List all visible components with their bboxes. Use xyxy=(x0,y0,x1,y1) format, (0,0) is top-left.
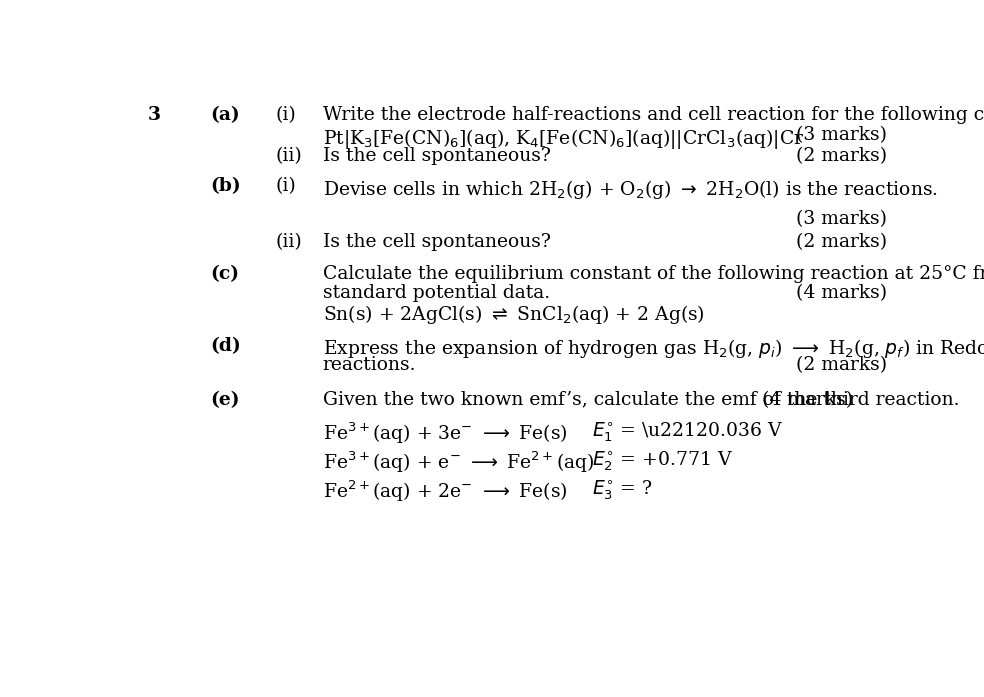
Text: (3 marks): (3 marks) xyxy=(796,127,887,144)
Text: (ii): (ii) xyxy=(276,147,302,165)
Text: Given the two known emf’s, calculate the emf of the third reaction.: Given the two known emf’s, calculate the… xyxy=(323,390,959,408)
Text: Sn(s) + 2AgCl(s) $\rightleftharpoons$ SnCl$_2$(aq) + 2 Ag(s): Sn(s) + 2AgCl(s) $\rightleftharpoons$ Sn… xyxy=(323,302,705,325)
Text: Devise cells in which 2H$_2$(g) + O$_2$(g) $\rightarrow$ 2H$_2$O(l) is the react: Devise cells in which 2H$_2$(g) + O$_2$(… xyxy=(323,178,938,201)
Text: Calculate the equilibrium constant of the following reaction at 25°C from: Calculate the equilibrium constant of th… xyxy=(323,265,984,283)
Text: Pt|K$_3$[Fe(CN)$_6$](aq), K$_4$[Fe(CN)$_6$](aq)||CrCl$_3$(aq)|Cr: Pt|K$_3$[Fe(CN)$_6$](aq), K$_4$[Fe(CN)$_… xyxy=(323,127,804,151)
Text: (4 marks): (4 marks) xyxy=(762,390,853,408)
Text: (2 marks): (2 marks) xyxy=(796,356,887,374)
Text: Express the expansion of hydrogen gas H$_2$(g, $p_i$) $\longrightarrow$ H$_2$(g,: Express the expansion of hydrogen gas H$… xyxy=(323,337,984,360)
Text: (i): (i) xyxy=(276,106,296,124)
Text: Fe$^{3+}$(aq) + e$^{-}$ $\longrightarrow$ Fe$^{2+}$(aq): Fe$^{3+}$(aq) + e$^{-}$ $\longrightarrow… xyxy=(323,450,594,475)
Text: Is the cell spontaneous?: Is the cell spontaneous? xyxy=(323,147,551,165)
Text: (b): (b) xyxy=(211,178,241,196)
Text: reactions.: reactions. xyxy=(323,356,416,374)
Text: (a): (a) xyxy=(211,106,240,124)
Text: (2 marks): (2 marks) xyxy=(796,233,887,251)
Text: Write the electrode half-reactions and cell reaction for the following cell.: Write the electrode half-reactions and c… xyxy=(323,106,984,124)
Text: Fe$^{3+}$(aq) + 3e$^{-}$ $\longrightarrow$ Fe(s): Fe$^{3+}$(aq) + 3e$^{-}$ $\longrightarro… xyxy=(323,421,568,446)
Text: 3: 3 xyxy=(148,106,160,124)
Text: (c): (c) xyxy=(211,265,240,283)
Text: $E_1^{\circ}$ = \u22120.036 V: $E_1^{\circ}$ = \u22120.036 V xyxy=(592,421,783,444)
Text: (ii): (ii) xyxy=(276,233,302,251)
Text: (e): (e) xyxy=(211,390,240,408)
Text: (d): (d) xyxy=(211,337,241,355)
Text: (2 marks): (2 marks) xyxy=(796,147,887,165)
Text: standard potential data.: standard potential data. xyxy=(323,284,550,302)
Text: $E_3^{\circ}$ = ?: $E_3^{\circ}$ = ? xyxy=(592,479,652,502)
Text: (3 marks): (3 marks) xyxy=(796,210,887,228)
Text: $E_2^{\circ}$ = +0.771 V: $E_2^{\circ}$ = +0.771 V xyxy=(592,450,733,473)
Text: Is the cell spontaneous?: Is the cell spontaneous? xyxy=(323,233,551,251)
Text: Fe$^{2+}$(aq) + 2e$^{-}$ $\longrightarrow$ Fe(s): Fe$^{2+}$(aq) + 2e$^{-}$ $\longrightarro… xyxy=(323,479,568,504)
Text: (i): (i) xyxy=(276,178,296,196)
Text: (4 marks): (4 marks) xyxy=(796,284,887,302)
